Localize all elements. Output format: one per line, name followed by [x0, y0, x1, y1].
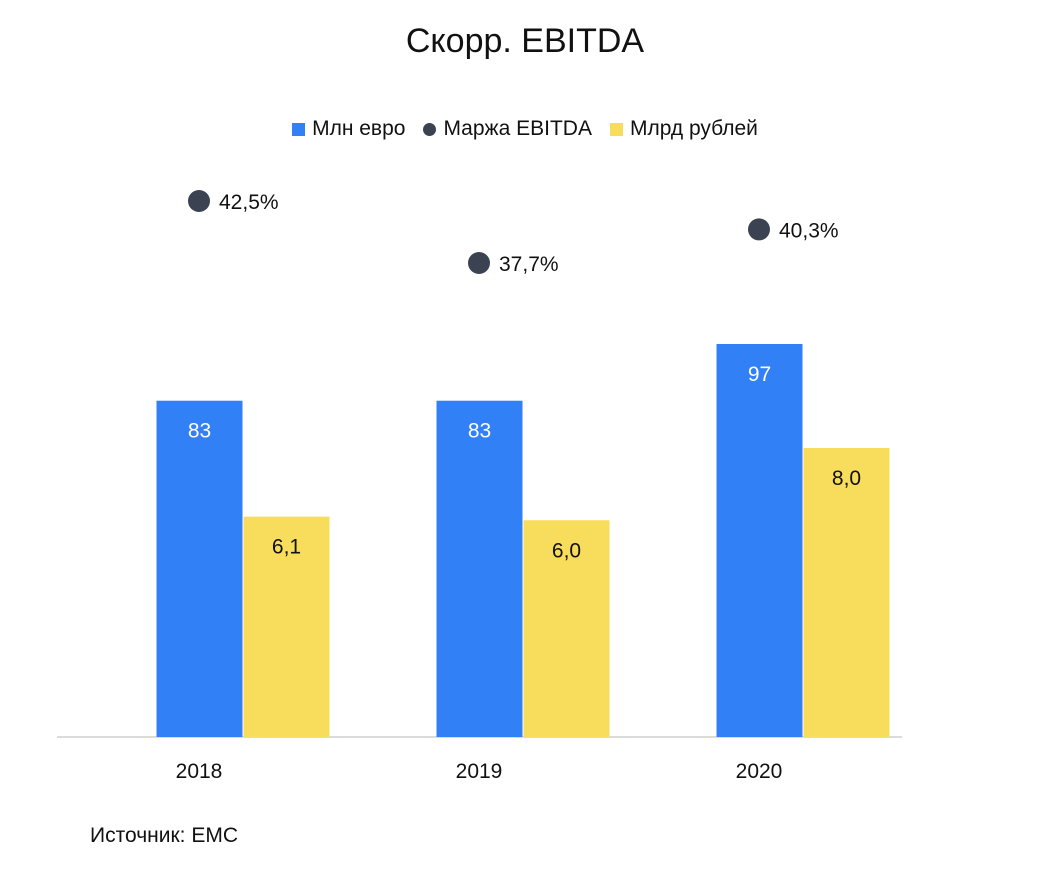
- bar-eur-2018: [156, 400, 243, 737]
- legend-item-margin: Маржа EBITDA: [423, 117, 592, 141]
- margin-label-2019: 37,7%: [499, 253, 559, 276]
- bar-label-rub-2020: 8,0: [832, 467, 861, 490]
- bar-eur-2019: [436, 400, 523, 737]
- margin-label-2020: 40,3%: [779, 219, 839, 242]
- bar-label-eur-2019: 83: [468, 420, 491, 443]
- margin-label-2018: 42,5%: [219, 191, 279, 214]
- bar-eur-2020: [716, 344, 803, 737]
- source-note: Источник: ЕМС: [90, 824, 238, 847]
- legend-swatch-rub: [609, 122, 623, 136]
- legend-swatch-eur: [292, 122, 306, 136]
- bar-rub-2018: [243, 516, 330, 737]
- legend: Млн евро Маржа EBITDA Млрд рублей: [0, 117, 1050, 141]
- margin-marker-2020: [748, 218, 770, 241]
- bar-label-eur-2020: 97: [748, 363, 771, 386]
- x-tick-label-2020: 2020: [736, 760, 783, 783]
- bar-rub-2019: [523, 520, 610, 737]
- legend-item-rub: Млрд рублей: [609, 117, 758, 141]
- margin-marker-2019: [468, 252, 490, 274]
- bar-label-rub-2018: 6,1: [272, 536, 301, 559]
- x-tick-label-2019: 2019: [456, 760, 503, 783]
- legend-swatch-margin: [423, 122, 437, 136]
- legend-label-rub: Млрд рублей: [629, 117, 758, 140]
- bar-rub-2020: [803, 448, 890, 737]
- margin-marker-2018: [188, 190, 210, 212]
- chart-title: Скорр. EBITDA: [405, 22, 645, 60]
- bar-label-rub-2019: 6,0: [552, 539, 581, 562]
- legend-label-margin: Маржа EBITDA: [443, 117, 592, 140]
- x-tick-label-2018: 2018: [176, 760, 223, 783]
- legend-item-eur: Млн евро: [292, 117, 405, 141]
- bar-label-eur-2018: 83: [188, 420, 211, 443]
- legend-label-eur: Млн евро: [312, 117, 406, 140]
